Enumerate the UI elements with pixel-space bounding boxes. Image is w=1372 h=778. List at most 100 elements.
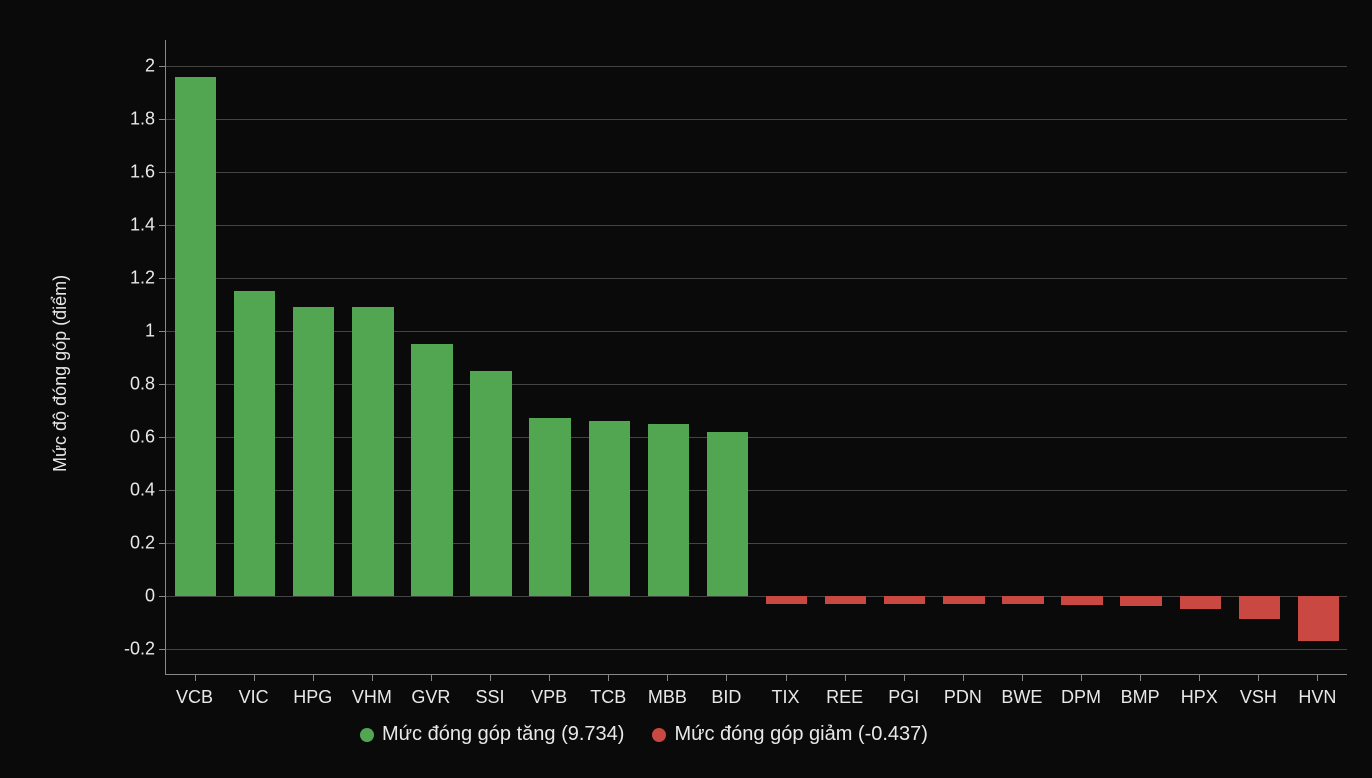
y-tick-mark: [159, 437, 165, 438]
y-tick-mark: [159, 119, 165, 120]
x-tick-mark: [608, 675, 609, 681]
x-tick-mark: [963, 675, 964, 681]
bar: [825, 596, 866, 604]
gridline: [166, 649, 1347, 650]
x-tick-mark: [195, 675, 196, 681]
legend-swatch: [652, 728, 666, 742]
x-tick-label: BID: [711, 687, 741, 708]
y-tick-label: 0.8: [115, 373, 155, 394]
x-tick-mark: [254, 675, 255, 681]
gridline: [166, 384, 1347, 385]
bar: [943, 596, 984, 604]
plot-area: [165, 40, 1347, 675]
gridline: [166, 331, 1347, 332]
x-tick-mark: [1317, 675, 1318, 681]
bar: [1239, 596, 1280, 620]
x-tick-mark: [490, 675, 491, 681]
legend-item: Mức đóng góp tăng (9.734): [360, 723, 624, 746]
x-tick-label: DPM: [1061, 687, 1101, 708]
bar: [411, 344, 452, 595]
x-tick-mark: [726, 675, 727, 681]
bar: [1002, 596, 1043, 604]
bar: [293, 307, 334, 595]
x-tick-label: VPB: [531, 687, 567, 708]
legend-label: Mức đóng góp giảm (-0.437): [674, 723, 928, 746]
y-tick-label: 2: [115, 56, 155, 77]
y-axis-title: Mức độ đóng góp (điểm): [50, 275, 71, 472]
y-tick-mark: [159, 649, 165, 650]
y-tick-label: 1.4: [115, 215, 155, 236]
legend: Mức đóng góp tăng (9.734) Mức đóng góp gi…: [360, 723, 928, 746]
y-tick-mark: [159, 596, 165, 597]
y-tick-mark: [159, 384, 165, 385]
x-tick-mark: [549, 675, 550, 681]
x-tick-label: PDN: [944, 687, 982, 708]
bar: [1298, 596, 1339, 641]
bar: [766, 596, 807, 604]
y-tick-mark: [159, 172, 165, 173]
x-tick-label: VIC: [239, 687, 269, 708]
bar: [529, 418, 570, 595]
y-tick-mark: [159, 490, 165, 491]
bar: [884, 596, 925, 604]
legend-item: Mức đóng góp giảm (-0.437): [652, 723, 928, 746]
gridline: [166, 437, 1347, 438]
x-tick-label: REE: [826, 687, 863, 708]
gridline: [166, 278, 1347, 279]
y-tick-label: 0: [115, 585, 155, 606]
bar: [648, 424, 689, 596]
y-tick-mark: [159, 66, 165, 67]
x-tick-mark: [1199, 675, 1200, 681]
y-tick-mark: [159, 225, 165, 226]
bar: [1061, 596, 1102, 605]
x-tick-mark: [1140, 675, 1141, 681]
x-tick-label: BWE: [1001, 687, 1042, 708]
y-tick-label: 1.6: [115, 162, 155, 183]
bar: [175, 77, 216, 596]
y-tick-label: 1.2: [115, 268, 155, 289]
bar: [234, 291, 275, 595]
y-tick-label: 0.6: [115, 426, 155, 447]
bar: [1180, 596, 1221, 609]
y-tick-label: 1: [115, 321, 155, 342]
legend-label: Mức đóng góp tăng (9.734): [382, 723, 624, 746]
x-tick-mark: [1081, 675, 1082, 681]
gridline: [166, 596, 1347, 597]
x-tick-label: PGI: [888, 687, 919, 708]
legend-swatch: [360, 728, 374, 742]
x-tick-mark: [1258, 675, 1259, 681]
y-tick-mark: [159, 278, 165, 279]
bar: [470, 371, 511, 596]
bar: [589, 421, 630, 596]
x-tick-label: HPX: [1181, 687, 1218, 708]
x-tick-label: BMP: [1121, 687, 1160, 708]
x-tick-mark: [372, 675, 373, 681]
x-tick-mark: [904, 675, 905, 681]
x-tick-label: HVN: [1298, 687, 1336, 708]
gridline: [166, 172, 1347, 173]
bar: [352, 307, 393, 595]
x-tick-label: TIX: [772, 687, 800, 708]
y-tick-label: -0.2: [115, 638, 155, 659]
gridline: [166, 543, 1347, 544]
y-tick-mark: [159, 331, 165, 332]
bar: [1120, 596, 1161, 607]
x-tick-mark: [431, 675, 432, 681]
x-tick-label: VCB: [176, 687, 213, 708]
gridline: [166, 225, 1347, 226]
contribution-bar-chart: Mức độ đóng góp (điểm) Mức đóng góp tăng…: [0, 0, 1372, 778]
bar: [707, 432, 748, 596]
y-tick-label: 0.2: [115, 532, 155, 553]
x-tick-label: VHM: [352, 687, 392, 708]
x-tick-label: SSI: [476, 687, 505, 708]
x-tick-label: VSH: [1240, 687, 1277, 708]
x-tick-mark: [313, 675, 314, 681]
gridline: [166, 119, 1347, 120]
y-tick-mark: [159, 543, 165, 544]
gridline: [166, 66, 1347, 67]
x-tick-label: MBB: [648, 687, 687, 708]
x-tick-label: GVR: [411, 687, 450, 708]
x-tick-mark: [845, 675, 846, 681]
x-tick-mark: [786, 675, 787, 681]
gridline: [166, 490, 1347, 491]
